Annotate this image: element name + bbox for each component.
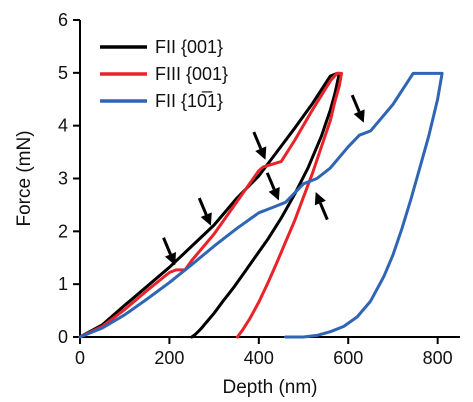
arrow-shaft [265, 172, 276, 190]
arrow-shaft [162, 237, 172, 255]
y-tick-label: 3 [58, 169, 68, 189]
series-line-1 [78, 71, 343, 339]
legend-label-0: FII {001} [155, 37, 223, 57]
annotation-arrow [197, 197, 212, 226]
arrow-shaft [350, 94, 361, 113]
arrow-head [255, 146, 267, 160]
arrow-head [164, 252, 177, 266]
y-tick-label: 0 [58, 327, 68, 347]
legend: FII {001} FIII {001} FII {10̅1} [100, 37, 228, 111]
y-tick-label: 4 [58, 116, 68, 136]
arrow-head [353, 109, 365, 123]
series-line-2 [78, 71, 444, 339]
x-tick-label: 200 [154, 348, 184, 368]
arrow-shaft [318, 202, 329, 221]
annotation-layer [162, 94, 365, 266]
annotation-arrow [162, 237, 177, 266]
legend-label-2: FII {10̅1} [155, 91, 223, 111]
y-tick-label: 1 [58, 274, 68, 294]
annotation-arrow [350, 94, 365, 123]
legend-label-1: FIII {001} [155, 64, 228, 84]
axes: 0 1 2 3 4 5 6 0 200 400 600 800 [58, 10, 460, 368]
arrow-shaft [252, 131, 263, 150]
x-tick-label: 600 [333, 348, 363, 368]
series-line-0 [78, 71, 341, 339]
y-tick-label: 6 [58, 10, 68, 30]
annotation-arrow [265, 172, 280, 201]
y-tick-label: 5 [58, 63, 68, 83]
arrow-head [314, 191, 326, 206]
arrow-head [268, 187, 280, 201]
annotation-arrow [314, 191, 329, 221]
annotation-arrow [252, 131, 267, 160]
arrow-head [200, 212, 212, 226]
arrow-shaft [197, 197, 208, 216]
y-tick-label: 2 [58, 221, 68, 241]
x-axis-label: Depth (nm) [222, 377, 317, 398]
x-tick-label: 400 [244, 348, 274, 368]
y-axis-label: Force (mN) [14, 130, 35, 226]
x-tick-label: 800 [423, 348, 453, 368]
series-layer [78, 71, 444, 339]
x-tick-label: 0 [75, 348, 85, 368]
